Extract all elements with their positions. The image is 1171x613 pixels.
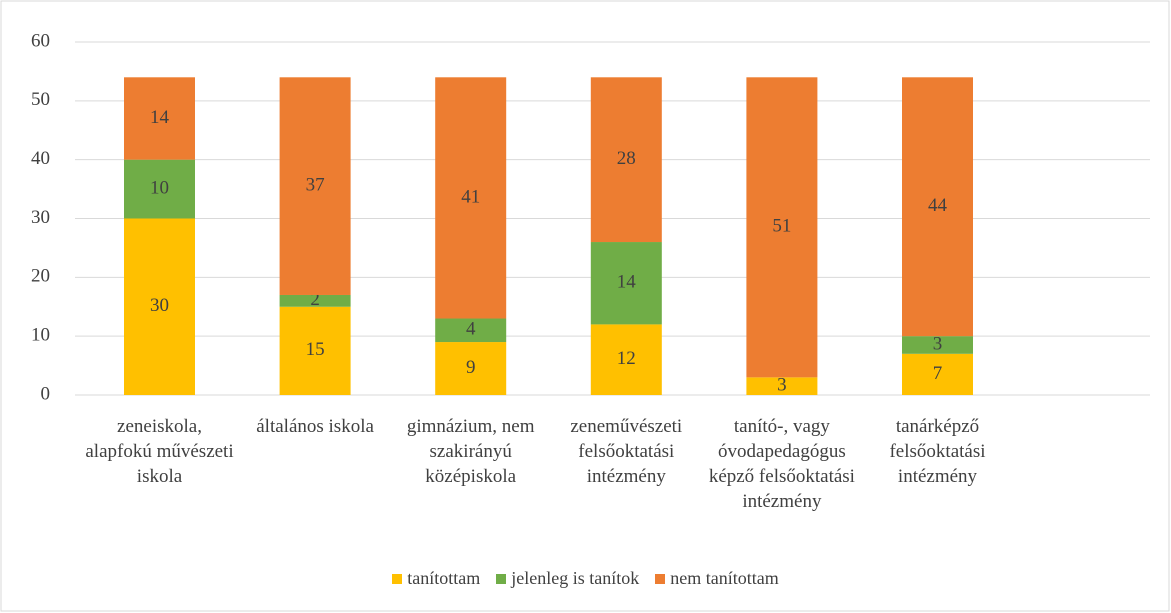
bar-segment xyxy=(902,353,973,395)
data-label: 51 xyxy=(772,216,791,237)
data-label: 15 xyxy=(306,339,325,360)
legend-item: jelenleg is tanítok xyxy=(496,568,639,589)
data-label: 12 xyxy=(617,348,636,369)
x-tick-label: gimnázium, nem szakirányú középiskola xyxy=(406,416,535,487)
y-tick-label: 10 xyxy=(31,325,50,346)
legend-item: nem tanítottam xyxy=(655,568,779,589)
legend: tanítottam jelenleg is tanítok nem tanítot… xyxy=(0,568,1171,589)
x-tick-label: zeneiskola, alapfokú művészeti iskola xyxy=(85,416,234,487)
data-label: 2 xyxy=(310,289,320,310)
data-label: 28 xyxy=(617,148,636,169)
bar-segment xyxy=(279,77,351,295)
data-label: 37 xyxy=(306,175,325,196)
bar-segment xyxy=(435,77,507,319)
data-label: 7 xyxy=(933,363,943,384)
bar-segment xyxy=(590,77,662,243)
bar-segment xyxy=(590,242,662,325)
legend-label: tanítottam xyxy=(407,568,481,588)
bar-segment xyxy=(124,218,195,395)
legend-label: nem tanítottam xyxy=(670,568,779,588)
y-tick-label: 30 xyxy=(31,207,50,228)
x-tick-label: tanárképző felsőoktatási intézmény xyxy=(889,416,986,487)
data-label: 3 xyxy=(777,375,787,396)
x-tick-label: általános iskola xyxy=(256,416,374,437)
bar-segment xyxy=(435,318,507,343)
data-label: 44 xyxy=(928,195,948,216)
bar-segment xyxy=(902,336,973,354)
bar-segment xyxy=(124,159,195,219)
legend-label: jelenleg is tanítok xyxy=(511,568,640,588)
data-label: 3 xyxy=(933,333,943,354)
legend-swatch xyxy=(392,574,403,584)
data-label: 14 xyxy=(617,272,637,293)
bar-segment xyxy=(435,342,507,395)
bar-segment xyxy=(590,324,662,395)
bar-segment xyxy=(746,77,818,378)
data-label: 30 xyxy=(150,295,169,316)
data-label: 10 xyxy=(150,177,169,198)
y-tick-label: 40 xyxy=(31,148,50,169)
data-label: 14 xyxy=(150,107,170,128)
legend-item: tanítottam xyxy=(392,568,480,589)
bar-segment xyxy=(746,377,818,395)
bar-segment xyxy=(279,294,351,307)
bar-segment xyxy=(279,306,351,395)
x-tick-label: zeneművészeti felsőoktatási intézmény xyxy=(570,416,683,487)
data-label: 4 xyxy=(466,319,476,340)
bar-segment xyxy=(902,77,973,337)
bar-segment xyxy=(124,77,195,160)
y-tick-label: 0 xyxy=(41,383,51,404)
y-tick-label: 20 xyxy=(31,266,50,287)
y-tick-label: 50 xyxy=(31,89,50,110)
legend-swatch xyxy=(655,574,666,584)
x-tick-label: tanító-, vagy óvodapedagógus képző felső… xyxy=(708,416,855,512)
legend-swatch xyxy=(496,574,507,584)
data-label: 9 xyxy=(466,357,476,378)
y-tick-label: 60 xyxy=(31,30,50,51)
data-label: 41 xyxy=(461,186,480,207)
